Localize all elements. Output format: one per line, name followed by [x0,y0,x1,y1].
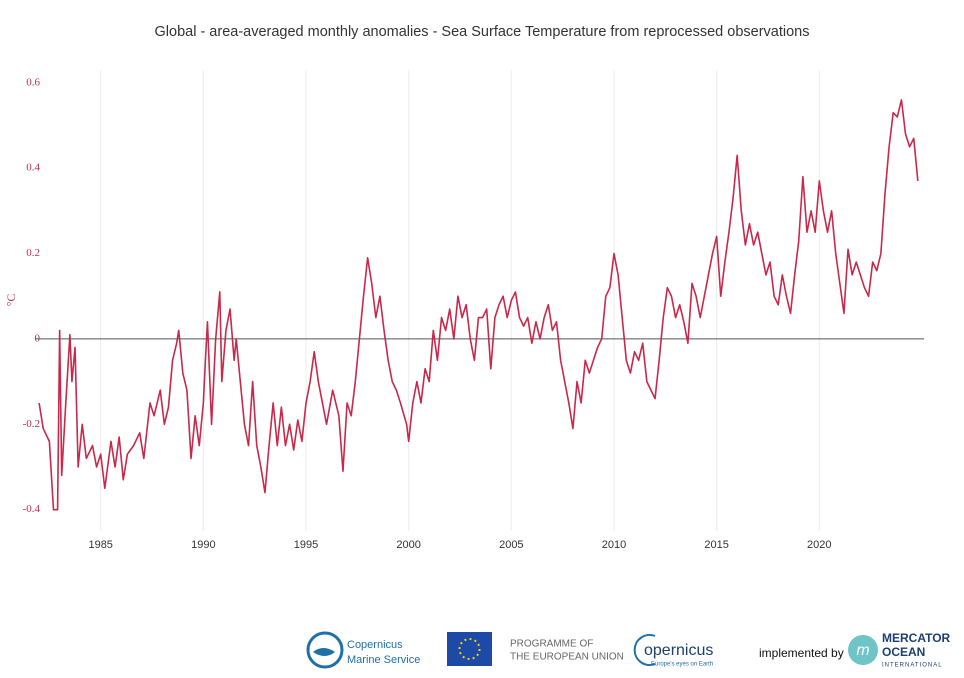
eu-stars [458,638,481,660]
y-tick-label: 0.2 [26,247,40,259]
footer-text: PROGRAMME OF [510,639,593,650]
x-tick-label: 2015 [704,539,728,551]
y-tick-label: -0.2 [23,418,40,430]
footer-text: OCEAN [882,645,925,659]
footer-text: INTERNATIONAL [882,663,943,669]
footer-text: implemented by [759,646,844,660]
cms-logo [306,631,344,669]
y-tick-label: -0.4 [23,503,41,515]
cms-fish [313,648,335,656]
x-tick-label: 2010 [602,539,626,551]
data-line [38,99,919,511]
copernicus-arc [633,634,656,666]
x-tick-label: 2000 [396,539,420,551]
footer-text: Europe's eyes on Earth [651,662,713,668]
x-tick-label: 2005 [499,539,523,551]
y-axis-label: °C [4,294,18,307]
footer-text: THE EUROPEAN UNION [510,652,624,663]
footer-text: Marine Service [347,654,420,666]
footer-text: opernicus [644,642,713,659]
footer-text: MERCATOR [882,631,951,645]
mercator-logo [848,635,878,665]
y-tick-label: 0.4 [26,162,40,174]
eu-flag [447,632,492,666]
x-tick-label: 1985 [88,539,112,551]
x-tick-label: 1995 [294,539,318,551]
y-tick-label: 0.6 [26,76,40,88]
plot-area: 1985 1990 1995 2000 2005 2010 2015 2020 0.6 0.4 0.… [23,70,924,551]
x-tick-label: 2020 [807,539,831,551]
footer-logos: Copernicus Marine Service PROGRAMME OF T… [306,631,951,669]
x-tick-label: 1990 [191,539,215,551]
mercator-mark: m [856,642,869,659]
footer-text: Copernicus [347,639,403,651]
chart-title: Global - area-averaged monthly anomalies… [155,24,810,40]
